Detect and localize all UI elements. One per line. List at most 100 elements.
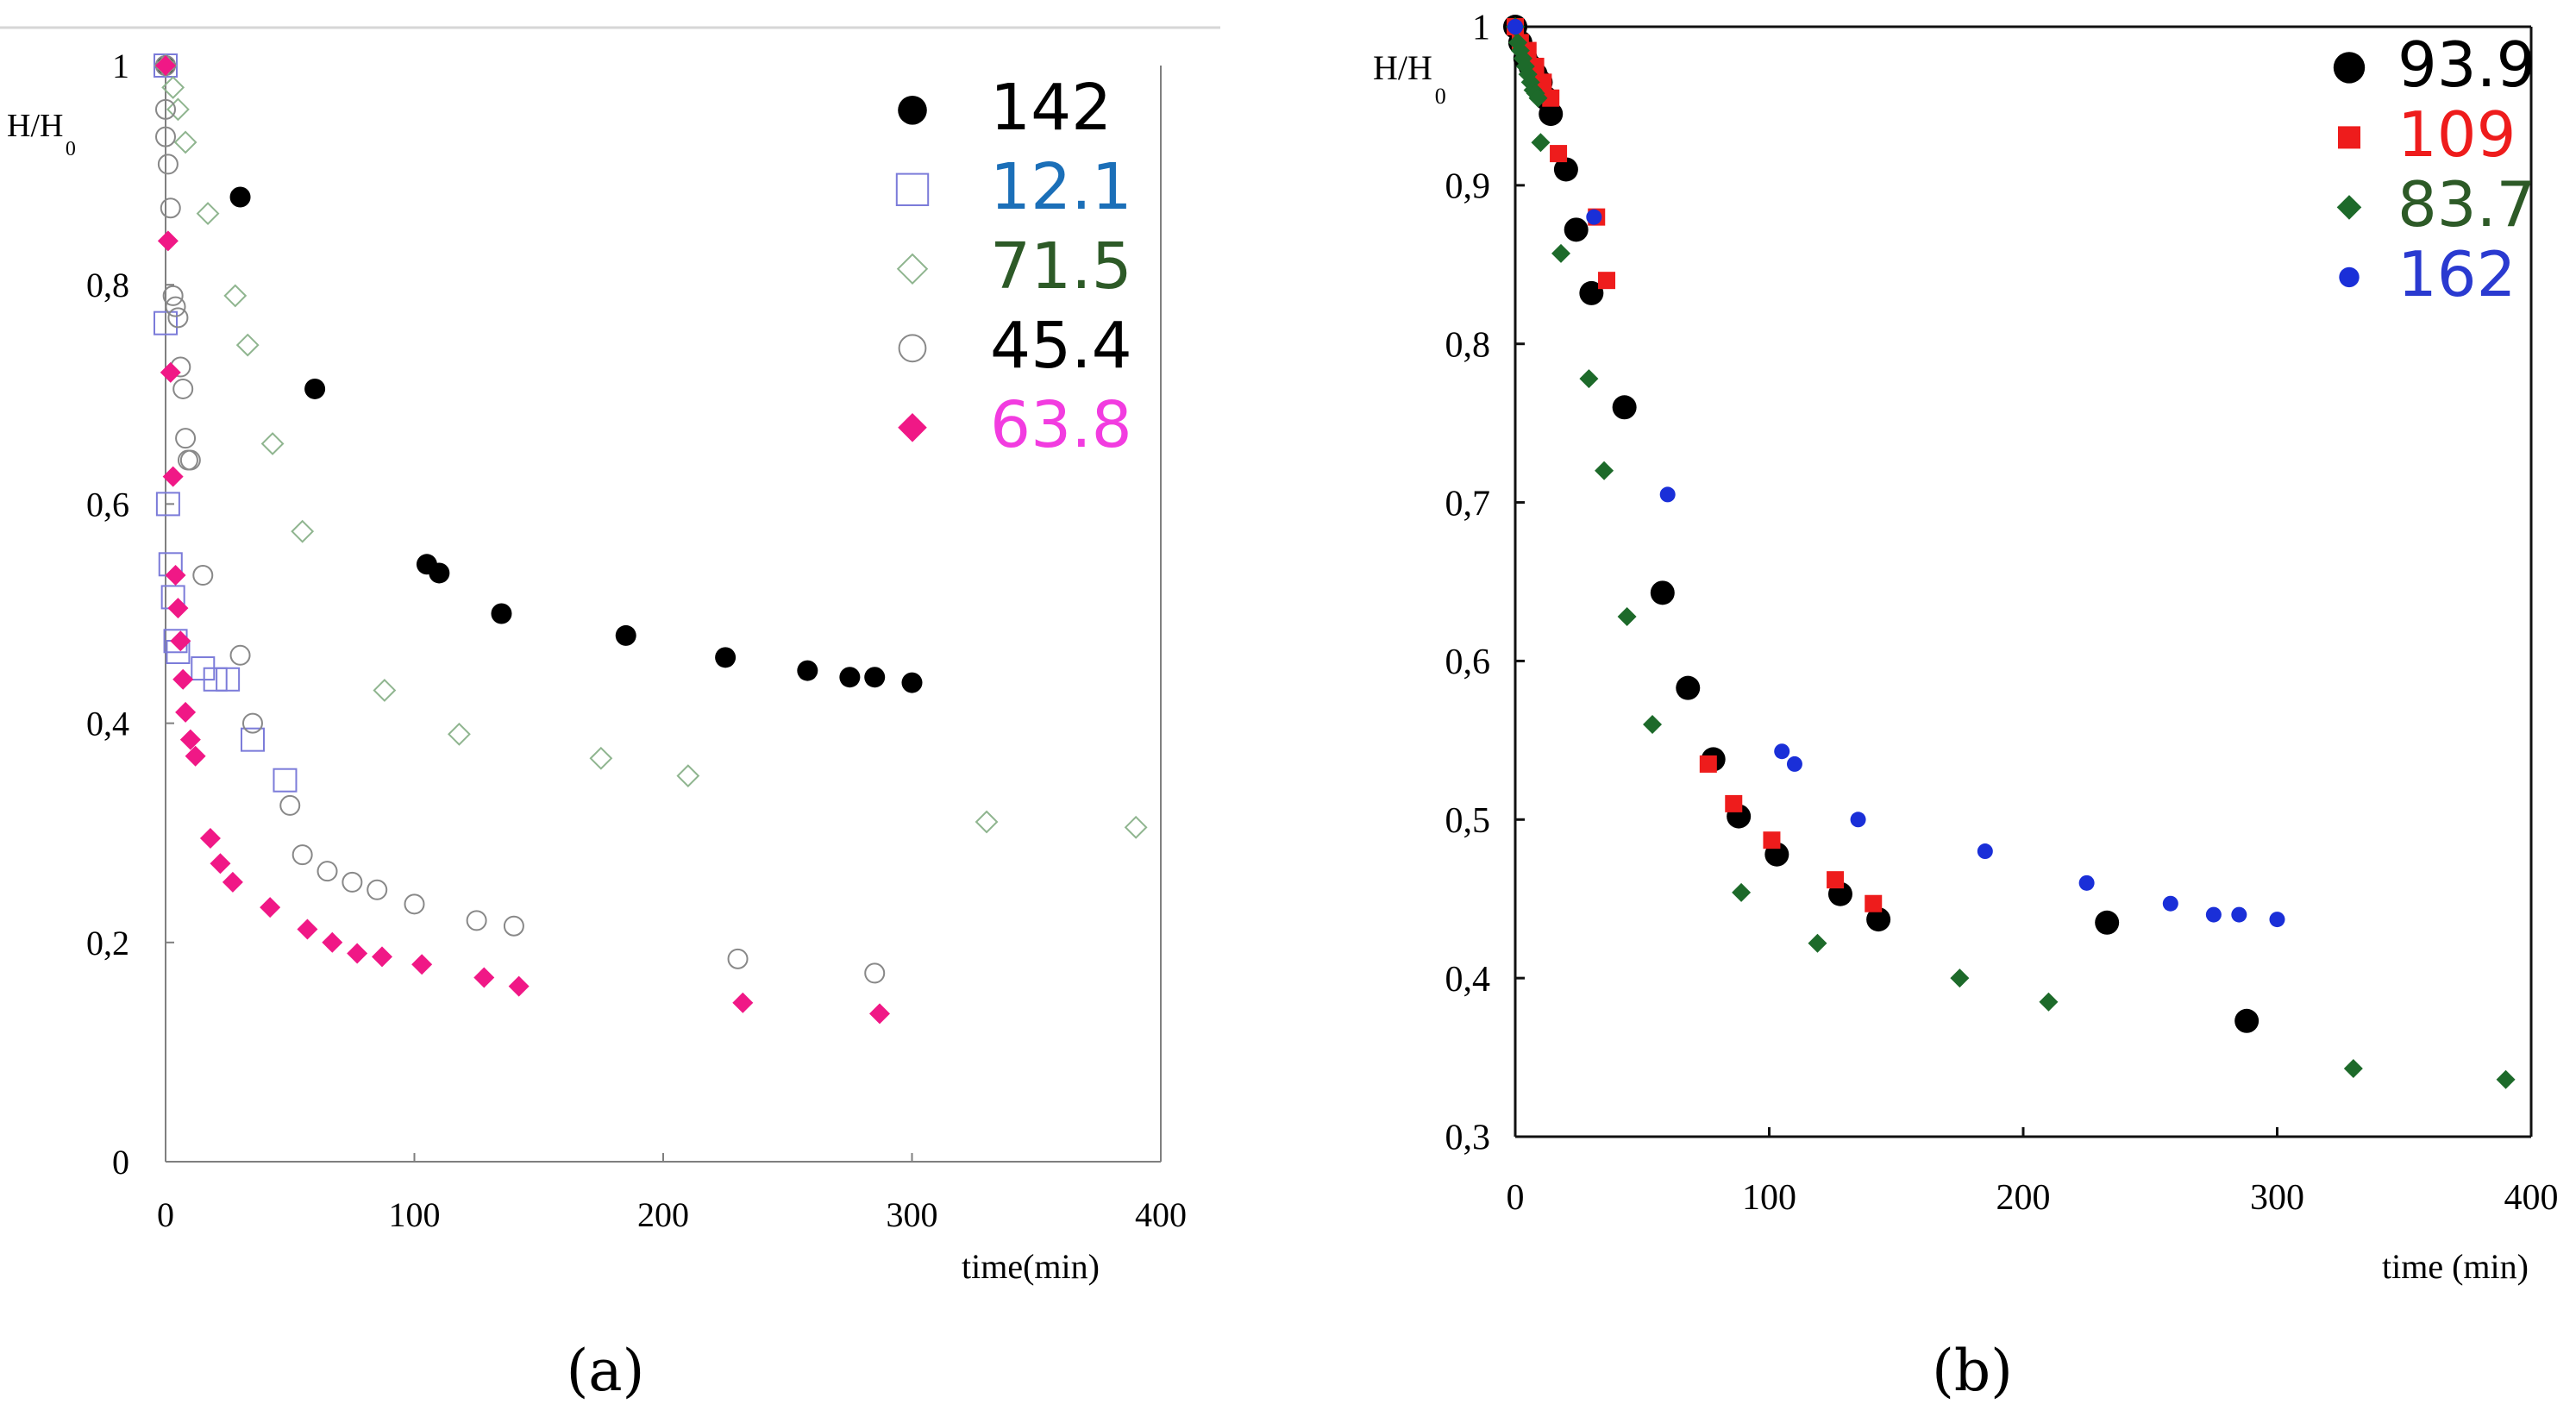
panel-b-xtick-label: 0 [1507,1178,1525,1218]
panel-b-point [2095,910,2120,935]
panel-a-point [279,794,301,816]
panel-b-legend-label: 93.9 [2397,28,2535,101]
panel-b-xtick-label: 200 [1996,1178,2051,1218]
panel-b-legend-marker [2333,52,2366,84]
panel-b-xtick-label: 300 [2250,1178,2304,1218]
panel-b-ylabel: H/H [1373,48,1432,87]
panel-a-point [304,378,326,399]
panel-b: 0,30,40,50,60,70,80,910 100 200 300 400H/H0t… [1373,9,2559,1286]
panel-a-legend-marker [898,413,927,442]
panel-a-point [297,918,318,940]
panel-a: 00,20,40,60,810 100 200 300 400H/H0time(min)… [7,47,1187,1286]
panel-a-point [404,893,425,915]
panel-a-point [727,948,749,969]
panel-a-point [864,962,886,984]
panel-a-point [160,197,181,219]
panel-a-point [162,285,184,306]
panel-a-point [508,975,530,997]
panel-a-series-45.4 [155,55,886,984]
panel-a-point [589,746,613,770]
panel-a-point [342,871,363,893]
panel-a-legend-marker [898,334,927,363]
panel-b-point [1531,133,1551,153]
panel-a-point [839,667,861,688]
panel-a-point [503,915,524,937]
panel-a-legend-marker [896,253,929,285]
panel-b-point [2343,1058,2363,1078]
panel-a-ytick-label: 0,6 [86,485,129,523]
panel-a-point [179,729,201,750]
panel-b-series-83.7 [1506,17,2516,1089]
panel-b-point [1650,580,1675,605]
panel-a-ylabel: H/H [7,108,63,144]
panel-a-point [347,943,368,964]
panel-b-ytick-label: 0,6 [1445,643,1491,682]
panel-a-point [155,55,176,76]
panel-a-point [157,230,179,252]
panel-a-point [165,565,186,586]
panel-a-ytick-label: 0,8 [86,266,129,304]
panel-b-point [2205,906,2222,923]
panel-b-xtick-label: 100 [1742,1178,1796,1218]
panel-b-xtick-label: 400 [2504,1178,2559,1218]
panel-a-point [473,967,495,988]
panel-b-legend-label: 109 [2397,98,2516,171]
panel-b-legend-marker [2336,195,2362,220]
panel-a-point [155,98,176,120]
panel-a-point [676,764,700,788]
panel-b-point [1850,812,1866,828]
panel-b-point [2162,895,2178,912]
panel-a-caption: (a) [567,1338,645,1404]
panel-b-point [2078,874,2095,891]
panel-b-series-162 [1507,19,2285,928]
panel-b-point [1676,675,1701,700]
panel-b-point [2231,906,2247,923]
panel-a-series-142 [155,55,923,693]
panel-b-point [1551,243,1571,263]
panel-a-legend-label: 71.5 [990,229,1132,304]
panel-b-point [1774,743,1790,760]
panel-a-legend-label: 142 [990,71,1112,145]
panel-b-point [1550,145,1568,163]
panel-b-point [1528,88,1548,108]
panel-a-ytick-label: 0,2 [86,924,129,962]
panel-a-xtick-label: 200 [637,1195,689,1234]
panel-a-point [371,946,392,968]
panel-b-legend-label: 83.7 [2397,168,2535,241]
panel-a-point [216,667,241,692]
panel-b-point [1579,369,1599,389]
panel-a-point [260,897,281,918]
panel-b-point [1763,831,1781,849]
panel-b-point [1732,882,1752,902]
panel-a-legend-label: 12.1 [990,150,1132,224]
panel-a-legend-marker [895,172,930,207]
panel-a-point [154,310,178,335]
panel-a-point [411,954,433,975]
panel-a-point [161,76,185,99]
panel-a-point [240,727,265,752]
panel-a-point [901,672,923,693]
panel-a-point [367,879,388,900]
panel-a-xtick-label: 400 [1135,1195,1187,1234]
panel-b-point [1950,969,1970,988]
panel-a-ylabel-subscript: 0 [66,138,76,160]
panel-b-ytick-label: 0,8 [1445,325,1491,365]
panel-a-point [241,712,263,734]
panel-b-legend-label: 162 [2397,238,2516,310]
panel-b-point [1725,794,1743,812]
panel-a-point [155,492,180,517]
panel-a-point [166,97,190,122]
panel-b-series-109 [1507,18,1883,912]
panel-a-series-63.8 [155,55,890,1025]
panel-a-point [172,668,194,690]
panel-a-ytick-label: 0 [112,1143,129,1182]
panel-b-point [2039,992,2059,1012]
panel-b-xlabel: time (min) [2382,1247,2529,1286]
panel-b-point [1617,606,1637,626]
panel-a-point [491,603,512,624]
panel-b-series-93.9 [1503,15,2259,1033]
panel-a-xtick-label: 100 [389,1195,441,1234]
